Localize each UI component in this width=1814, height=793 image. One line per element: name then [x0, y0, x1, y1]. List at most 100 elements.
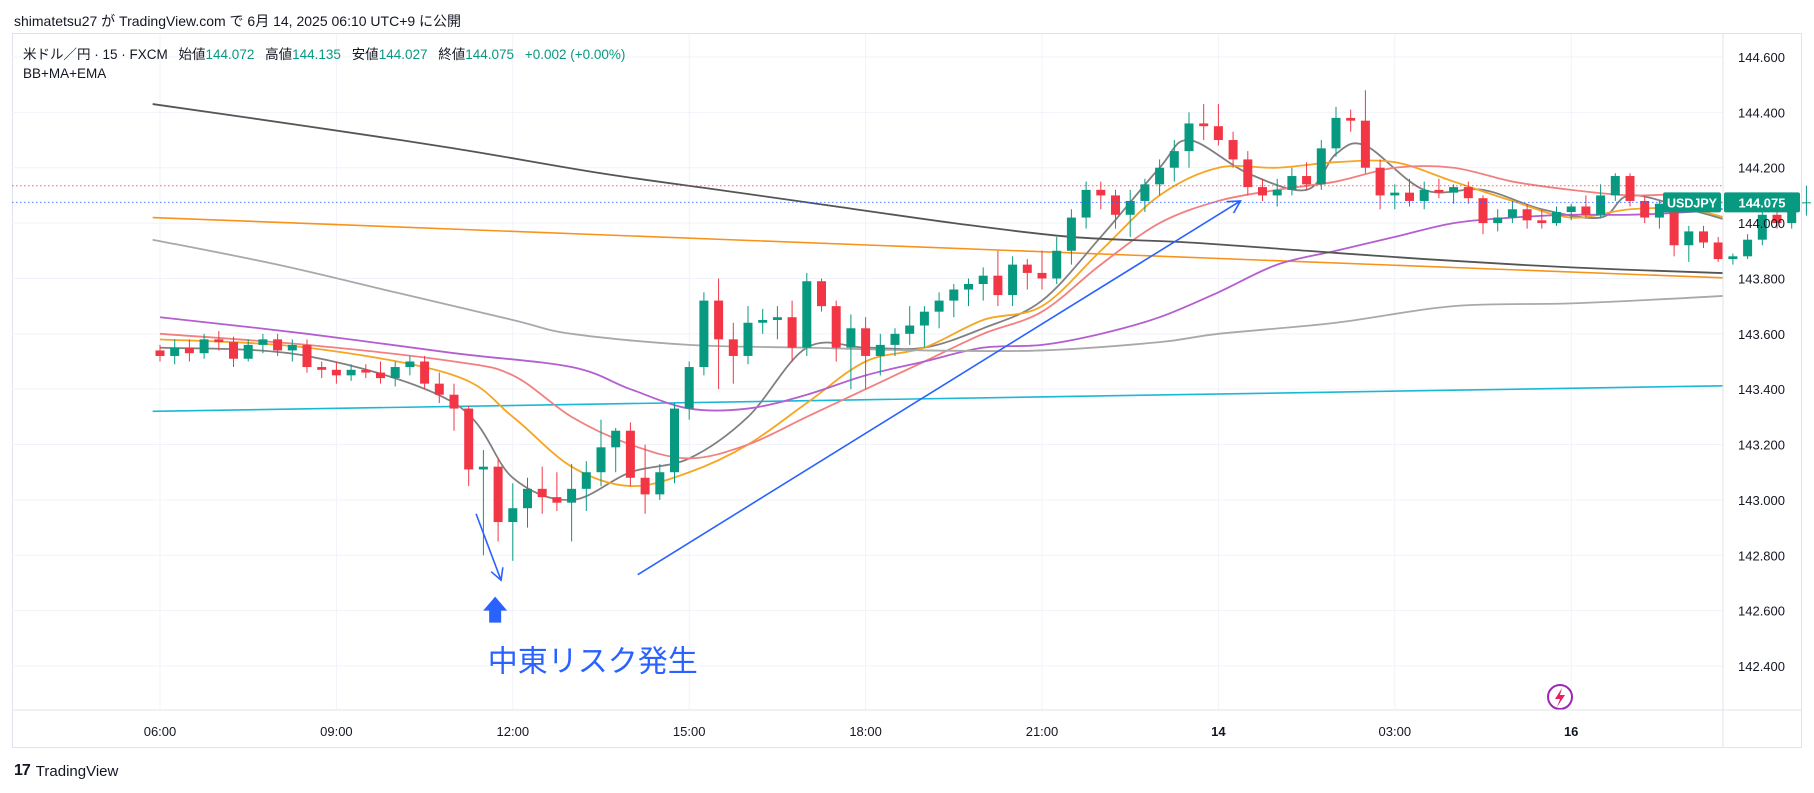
- candle-down: [1037, 250, 1047, 290]
- candle-up: [390, 361, 400, 387]
- candle-up: [1654, 200, 1664, 229]
- annotation-arrow-down-head: [490, 567, 504, 582]
- candle-up: [1566, 203, 1576, 221]
- candle-body: [1243, 159, 1253, 188]
- candle-body: [640, 477, 650, 495]
- candle-body: [728, 339, 738, 356]
- candle-down: [1581, 195, 1591, 218]
- candle-body: [611, 430, 621, 448]
- candle-body: [1640, 200, 1650, 218]
- candle-body: [1684, 231, 1694, 246]
- last-price-bg: [1724, 192, 1800, 213]
- candle-body: [287, 344, 297, 351]
- annotation-arrow-up: [637, 200, 1242, 576]
- chart-grid: [12, 34, 1723, 710]
- tradingview-brand: TradingView: [35, 762, 119, 780]
- candle-body: [1346, 117, 1356, 121]
- lightning-icon[interactable]: [1547, 684, 1573, 710]
- candle-body: [361, 369, 371, 373]
- candle-body: [1022, 264, 1032, 273]
- candle-up: [802, 272, 812, 356]
- candle-body: [420, 361, 430, 384]
- candle-body: [684, 367, 694, 409]
- candle-body: [449, 394, 459, 409]
- y-tick-label: 143.400: [1738, 382, 1785, 397]
- candle-body: [199, 339, 209, 354]
- close-label: 終値: [438, 47, 466, 62]
- candle-body: [625, 430, 635, 478]
- candle-up: [1155, 159, 1165, 196]
- y-tick-label: 144.600: [1738, 50, 1785, 65]
- candle-down: [1258, 178, 1267, 201]
- annotation-arrow-down: [475, 513, 504, 582]
- candle-body: [1169, 151, 1179, 168]
- candle-up: [1066, 209, 1076, 265]
- candle-up: [199, 333, 209, 359]
- candle-body: [1096, 189, 1106, 196]
- x-tick-label: 06:00: [144, 724, 177, 739]
- candle-body: [787, 317, 797, 348]
- candle-body: [243, 344, 253, 359]
- price-lines: [12, 185, 1723, 203]
- candle-up: [684, 361, 694, 420]
- candle-body: [699, 300, 709, 368]
- candle-up: [1287, 167, 1297, 196]
- candle-body: [1258, 187, 1267, 196]
- candle-up: [890, 328, 900, 356]
- candle-down: [1228, 131, 1238, 168]
- moving-average-line: [159, 139, 1723, 501]
- candle-up: [346, 364, 356, 381]
- candles: [155, 90, 1811, 561]
- high-label: 高値: [265, 47, 293, 62]
- up-arrow-marker-icon: [483, 596, 508, 623]
- candle-body: [1478, 198, 1488, 224]
- x-tick-label: 16: [1564, 724, 1578, 739]
- candle-body: [772, 317, 782, 320]
- moving-average-line: [152, 103, 1723, 274]
- candle-down: [817, 278, 826, 312]
- candle-body: [1066, 217, 1076, 251]
- candle-body: [1552, 212, 1561, 224]
- candle-body: [508, 508, 518, 523]
- candle-down: [317, 361, 327, 379]
- candle-down: [1243, 151, 1253, 196]
- candle-down: [1434, 178, 1444, 199]
- candle-up: [1493, 209, 1503, 232]
- candle-up: [478, 450, 488, 556]
- candle-body: [1449, 187, 1459, 193]
- candle-down: [420, 355, 430, 390]
- candle-body: [552, 497, 562, 503]
- candle-up: [1684, 225, 1694, 262]
- candle-body: [670, 408, 679, 473]
- candle-body: [802, 281, 812, 348]
- candle-body: [214, 339, 224, 343]
- candle-body: [949, 289, 959, 301]
- candle-up: [1728, 253, 1738, 265]
- candle-up: [1801, 185, 1811, 216]
- candle-up: [1052, 236, 1062, 284]
- annotation-arrow-down-shaft: [475, 513, 502, 581]
- axes: 144.600 144.400 144.200 144.000 143.800 143.6…: [12, 34, 1801, 748]
- x-tick-label: 21:00: [1026, 724, 1059, 739]
- candle-body: [964, 283, 973, 290]
- candle-body: [1228, 140, 1238, 160]
- candle-body: [1316, 148, 1326, 185]
- candle-up: [1125, 189, 1135, 237]
- last-price-text: 144.075: [1739, 195, 1786, 210]
- candle-body: [714, 300, 724, 340]
- candle-body: [1596, 195, 1606, 215]
- candle-down: [831, 300, 841, 362]
- candle-down: [376, 361, 385, 384]
- candle-down: [1537, 209, 1547, 229]
- candle-body: [478, 466, 488, 470]
- candle-down: [331, 361, 341, 384]
- candle-down: [1713, 236, 1723, 262]
- candle-body: [537, 488, 547, 498]
- candle-body: [1390, 192, 1400, 196]
- moving-average-line: [159, 208, 1723, 412]
- candle-up: [934, 292, 944, 329]
- candle-up: [846, 314, 856, 390]
- indicator-label[interactable]: BB+MA+EMA: [23, 66, 107, 81]
- tradingview-logo[interactable]: 17 TradingView: [14, 762, 118, 780]
